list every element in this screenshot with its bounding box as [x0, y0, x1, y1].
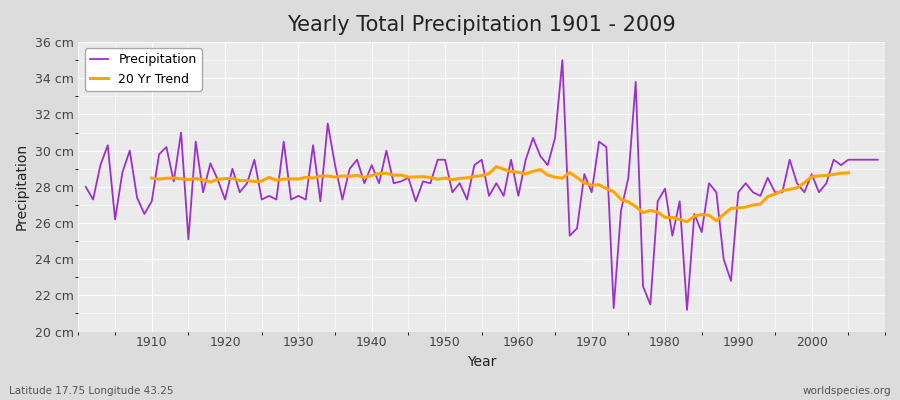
20 Yr Trend	[491, 164, 502, 169]
Line: Precipitation: Precipitation	[86, 60, 878, 310]
Line: 20 Yr Trend: 20 Yr Trend	[152, 166, 849, 222]
Y-axis label: Precipitation: Precipitation	[15, 143, 29, 230]
20 Yr Trend	[242, 178, 253, 183]
Title: Yearly Total Precipitation 1901 - 2009: Yearly Total Precipitation 1901 - 2009	[287, 15, 676, 35]
20 Yr Trend	[681, 219, 692, 224]
20 Yr Trend	[447, 177, 458, 182]
20 Yr Trend	[843, 170, 854, 175]
Text: Latitude 17.75 Longitude 43.25: Latitude 17.75 Longitude 43.25	[9, 386, 174, 396]
Precipitation	[345, 166, 356, 171]
X-axis label: Year: Year	[467, 355, 497, 369]
20 Yr Trend	[527, 169, 538, 174]
Precipitation	[513, 194, 524, 198]
Precipitation	[608, 306, 619, 310]
Precipitation	[301, 197, 311, 202]
Precipitation	[872, 157, 883, 162]
20 Yr Trend	[799, 180, 810, 185]
Legend: Precipitation, 20 Yr Trend: Precipitation, 20 Yr Trend	[85, 48, 202, 91]
20 Yr Trend	[345, 174, 356, 179]
20 Yr Trend	[506, 169, 517, 174]
Text: worldspecies.org: worldspecies.org	[803, 386, 891, 396]
Precipitation	[557, 58, 568, 63]
20 Yr Trend	[147, 176, 158, 180]
Precipitation	[681, 308, 692, 312]
Precipitation	[139, 212, 149, 216]
Precipitation	[80, 184, 91, 189]
Precipitation	[506, 157, 517, 162]
